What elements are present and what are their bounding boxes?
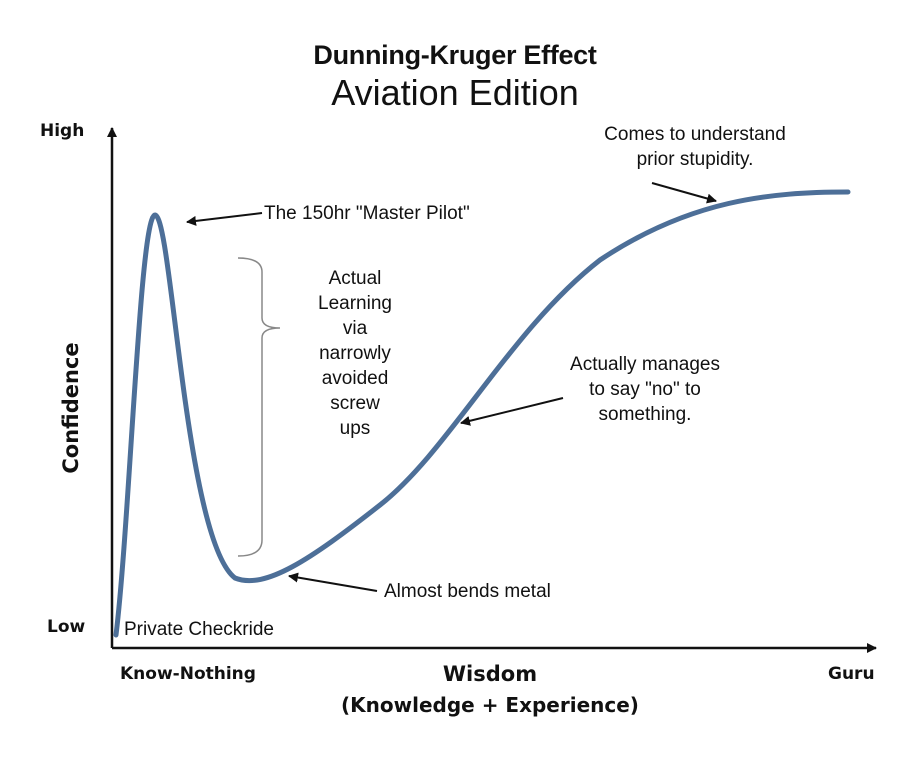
- y-low-label: Low: [47, 617, 86, 637]
- x-axis-sublabel: (Knowledge + Experience): [341, 693, 639, 717]
- slope-line: something.: [598, 404, 692, 425]
- chart-title: Dunning-Kruger Effect: [313, 40, 597, 70]
- valley-arrow: [288, 572, 378, 592]
- x-axis-label: Wisdom: [442, 662, 538, 686]
- slope-line: to say "no" to: [589, 379, 701, 400]
- start-annotation: Private Checkride: [124, 619, 274, 640]
- bracket-line: via: [342, 318, 368, 339]
- peak-arrow: [186, 212, 263, 226]
- x-right-label: Guru: [828, 664, 875, 684]
- chart-subtitle: Aviation Edition: [331, 72, 579, 113]
- peak-annotation: The 150hr "Master Pilot": [264, 203, 470, 224]
- plateau-annotation: Comes to understand prior stupidity.: [565, 122, 825, 172]
- y-high-label: High: [40, 121, 85, 141]
- bracket-line: narrowly: [319, 343, 391, 364]
- bracket-line: Learning: [318, 293, 392, 314]
- y-axis-label: Confidence: [59, 342, 83, 473]
- plateau-line: Comes to understand: [604, 124, 786, 145]
- slope-annotation: Actually manages to say "no" to somethin…: [530, 352, 760, 427]
- confidence-curve: [113, 189, 851, 638]
- bracket-line: screw: [330, 393, 380, 414]
- bracket-line: ups: [339, 418, 371, 439]
- bracket-line: Actual: [328, 268, 382, 289]
- plateau-arrow: [651, 182, 717, 204]
- slope-arrow: [460, 397, 564, 426]
- bracket-line: avoided: [321, 368, 389, 389]
- bracket-annotation: Actual Learning via narrowly avoided scr…: [290, 266, 420, 441]
- slope-line: Actually manages: [570, 354, 720, 375]
- learning-bracket: [237, 257, 281, 557]
- valley-annotation: Almost bends metal: [384, 581, 551, 602]
- x-left-label: Know-Nothing: [120, 664, 256, 684]
- plateau-line: prior stupidity.: [636, 149, 754, 170]
